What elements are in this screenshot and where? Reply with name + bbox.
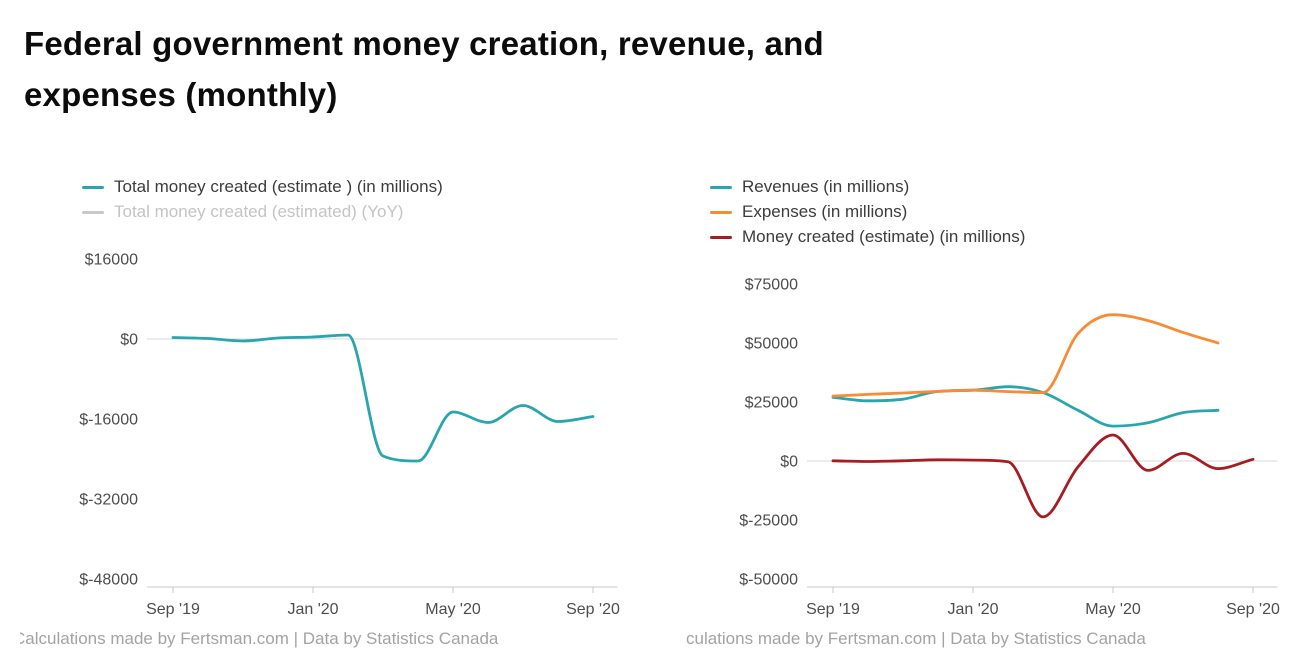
x-axis-tick-label: Sep '20 (566, 601, 620, 618)
y-axis-tick-label: $75000 (745, 276, 798, 293)
legend-item-total-money-created-estimated-yoy[interactable]: Total money created (estimated) (YoY) (82, 200, 640, 225)
legend-item-expenses-in-millions[interactable]: Expenses (in millions) (710, 200, 1300, 225)
chart-footer: Calculations made by Fertsman.com | Data… (20, 629, 640, 649)
y-axis-tick-label: $0 (780, 453, 798, 470)
y-axis-tick-label: $0 (120, 331, 138, 348)
legend-swatch-line-icon (710, 235, 732, 239)
y-axis-tick-label: $16000 (85, 251, 138, 268)
series-line-total-money-created-estimate-in-millions (171, 333, 595, 463)
x-axis-tick-label: Sep '20 (1226, 601, 1280, 618)
charts-row: Total money created (estimate ) (in mill… (0, 175, 1300, 649)
chart-money-creation: Total money created (estimate ) (in mill… (20, 175, 640, 649)
y-axis-tick-label: $-25000 (739, 512, 798, 529)
legend-swatch-line-icon (710, 210, 732, 214)
legend-label: Money created (estimate) (in millions) (742, 227, 1026, 247)
x-axis-tick-label: Sep '19 (806, 601, 860, 618)
y-axis-tick-label: $-48000 (79, 571, 138, 588)
page-title-line-1: Federal government money creation, reven… (24, 25, 824, 62)
legend-item-revenues-in-millions[interactable]: Revenues (in millions) (710, 175, 1300, 200)
legend-label: Expenses (in millions) (742, 202, 908, 222)
legend-swatch-line-icon (82, 185, 104, 189)
y-axis-tick-label: $25000 (745, 394, 798, 411)
legend-label: Total money created (estimated) (YoY) (114, 202, 404, 222)
y-axis-tick-label: $-32000 (79, 491, 138, 508)
legend-item-money-created-estimate-in-millions[interactable]: Money created (estimate) (in millions) (710, 225, 1300, 250)
legend-label: Revenues (in millions) (742, 177, 910, 197)
x-axis-tick-label: May '20 (1085, 601, 1141, 618)
chart-footer: culations made by Fertsman.com | Data by… (680, 629, 1300, 649)
legend-item-total-money-created-estimate-in-millions[interactable]: Total money created (estimate ) (in mill… (82, 175, 640, 200)
x-axis-tick-label: Sep '19 (146, 601, 200, 618)
chart-plot-svg: $16000 $0 $-16000 $-32000 $-48000 Sep '19 Jan … (79, 251, 620, 618)
x-axis-tick-label: Jan '20 (947, 601, 998, 618)
chart-plot-svg: $75000 $50000 $25000 $0 $-25000 $-50000 Sep '1… (739, 276, 1280, 618)
chart-legend: Revenues (in millions) Expenses (in milli… (680, 175, 1300, 250)
legend-label: Total money created (estimate ) (in mill… (114, 177, 443, 197)
chart-footer-text: culations made by Fertsman.com | Data by… (686, 628, 1146, 648)
y-axis-tick-label: $-16000 (79, 411, 138, 428)
series-line-revenues-in-millions (831, 385, 1220, 428)
legend-swatch-line-icon (82, 210, 104, 214)
y-axis-tick-label: $-50000 (739, 571, 798, 588)
chart-legend: Total money created (estimate ) (in mill… (20, 175, 640, 225)
series-line-money-created-estimate-in-millions (831, 433, 1255, 519)
y-axis-tick-label: $50000 (745, 335, 798, 352)
page-title-line-2: expenses (monthly) (24, 76, 338, 114)
chart-revenue-expenses: Revenues (in millions) Expenses (in milli… (680, 175, 1300, 649)
x-axis-tick-label: May '20 (425, 601, 481, 618)
chart-footer-text: Calculations made by Fertsman.com | Data… (20, 628, 499, 648)
page-title: Federal government money creation, reven… (0, 0, 1158, 121)
x-axis-tick-label: Jan '20 (287, 601, 338, 618)
plot-area: $75000 $50000 $25000 $0 $-25000 $-50000 Sep '1… (680, 264, 1300, 625)
legend-swatch-line-icon (710, 185, 732, 189)
plot-area: $16000 $0 $-16000 $-32000 $-48000 Sep '19 Jan … (20, 239, 640, 625)
series-line-expenses-in-millions (831, 313, 1220, 398)
